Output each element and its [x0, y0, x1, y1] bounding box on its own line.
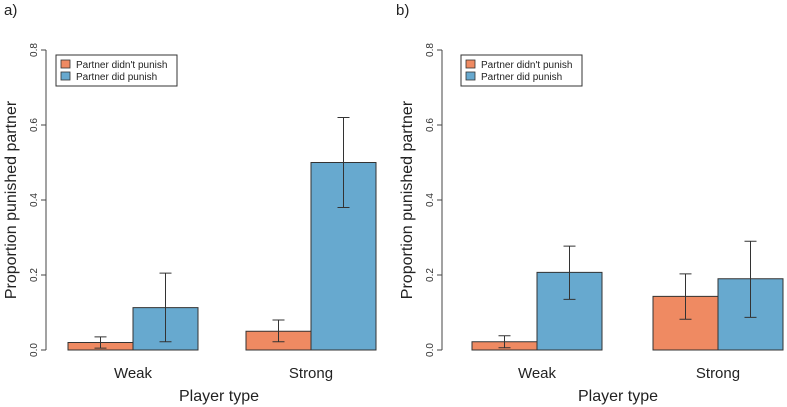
y-tick-label: 0.8: [29, 43, 40, 57]
category-label: Strong: [289, 365, 333, 382]
x-axis-title: Player type: [179, 388, 259, 405]
chart-panel-b: b) 0.0 0.2 0.4 0.6 0.8 Proportion punished par…: [396, 2, 784, 405]
legend-entry: Partner did punish: [481, 72, 562, 83]
y-axis-title: Proportion punished partner: [399, 100, 416, 299]
chart-panel-a: a) 0.0 0.2 0.4 0.6 0.8 Proportion punished par…: [3, 2, 377, 405]
legend-swatch: [465, 59, 476, 69]
y-tick-label: 0.4: [425, 193, 436, 207]
legend-swatch: [60, 59, 71, 69]
y-tick-label: 0.2: [29, 268, 40, 282]
y-tick-label: 0.8: [425, 43, 436, 57]
y-tick-label: 0.2: [425, 268, 436, 282]
y-tick-label: 0.6: [29, 118, 40, 132]
y-tick-label: 0.0: [425, 343, 436, 357]
category-label: Weak: [114, 365, 153, 382]
legend-swatch: [60, 71, 71, 81]
panel-label: b): [396, 2, 409, 19]
legend-box: [55, 54, 178, 87]
y-tick-label: 0.4: [29, 193, 40, 207]
legend-swatch: [465, 71, 476, 81]
legend-entry: Partner did punish: [76, 72, 157, 83]
category-label: Weak: [518, 365, 557, 382]
x-axis-title: Player type: [578, 388, 658, 405]
legend-entry: Partner didn't punish: [481, 60, 572, 71]
y-axis-title: Proportion punished partner: [3, 100, 20, 299]
legend-entry: Partner didn't punish: [76, 60, 167, 71]
category-label: Strong: [696, 365, 740, 382]
y-tick-label: 0.6: [425, 118, 436, 132]
legend-box: [460, 54, 583, 87]
y-tick-label: 0.0: [29, 343, 40, 357]
panel-label: a): [4, 2, 17, 19]
